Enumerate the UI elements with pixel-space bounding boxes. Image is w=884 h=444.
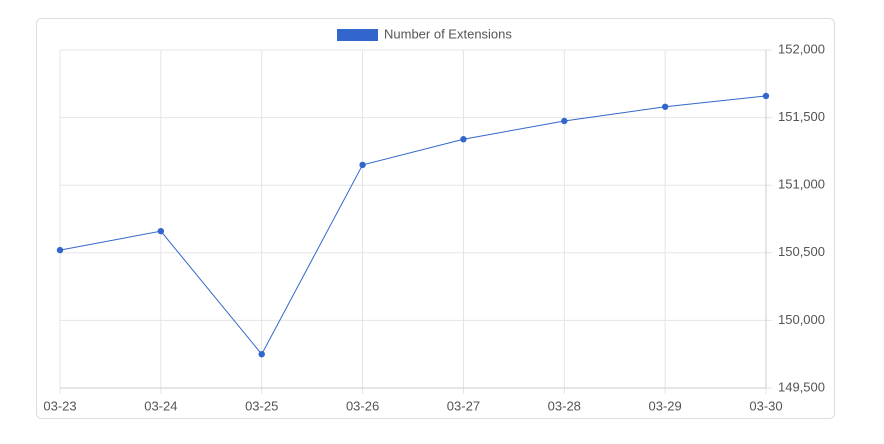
legend-label: Number of Extensions	[384, 26, 512, 41]
point	[157, 227, 165, 235]
y-tick-label: 150,500	[778, 244, 825, 259]
x-tick-label: 03-27	[447, 398, 480, 413]
chart-card	[36, 18, 835, 419]
line	[59, 95, 767, 356]
point	[561, 117, 568, 125]
y-tick-label: 151,000	[778, 177, 825, 192]
point	[359, 161, 366, 169]
x-tick-label: 03-25	[245, 398, 278, 413]
x-tick-label: 03-23	[43, 398, 76, 413]
point	[56, 246, 64, 254]
point	[258, 351, 265, 358]
x-tick-label: 03-29	[649, 398, 682, 413]
point	[460, 136, 467, 143]
y-tick-label: 150,000	[778, 312, 825, 327]
y-tick-label: 151,500	[778, 109, 825, 124]
y-tick-label: 152,000	[778, 41, 825, 56]
x-tick-label: 03-24	[144, 398, 177, 413]
y-tick-label: 149,500	[778, 379, 825, 394]
legend-swatch	[337, 29, 378, 41]
point	[762, 92, 770, 100]
x-tick-label: 03-28	[548, 398, 581, 413]
point	[661, 103, 669, 110]
x-tick-label: 03-30	[749, 398, 782, 413]
x-tick-label: 03-26	[346, 398, 379, 413]
